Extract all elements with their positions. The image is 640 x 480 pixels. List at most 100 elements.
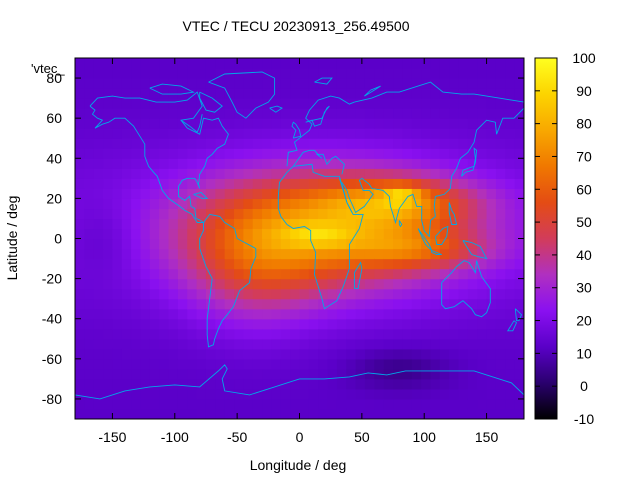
heatmap-cell <box>93 248 104 260</box>
heatmap-cell <box>196 218 207 230</box>
heatmap-cell <box>364 338 375 350</box>
heatmap-cell <box>140 348 151 360</box>
heatmap-cell <box>355 248 366 260</box>
heatmap-cell <box>75 358 85 370</box>
heatmap-cell <box>75 228 85 240</box>
heatmap-cell <box>252 318 263 330</box>
heatmap-cell <box>84 238 95 250</box>
heatmap-cell <box>458 128 469 139</box>
heatmap-cell <box>290 388 301 400</box>
heatmap-cell <box>495 98 506 109</box>
heatmap-cell <box>439 378 450 390</box>
heatmap-cell <box>355 338 366 350</box>
heatmap-cell <box>243 68 254 79</box>
heatmap-cell <box>112 58 123 69</box>
heatmap-cell <box>439 328 450 340</box>
heatmap-cell <box>355 158 366 169</box>
heatmap-cell <box>140 358 151 370</box>
heatmap-cell <box>346 288 357 300</box>
heatmap-cell <box>280 118 291 129</box>
coastline-greenland <box>208 71 276 119</box>
heatmap-cell <box>75 138 85 149</box>
heatmap-cell <box>234 328 244 340</box>
heatmap-cell <box>215 388 226 400</box>
heatmap-cell <box>439 158 450 169</box>
heatmap-cell <box>514 328 524 340</box>
heatmap-cell <box>168 98 179 109</box>
heatmap-cell <box>252 118 263 129</box>
heatmap-cell <box>346 358 357 370</box>
heatmap-cell <box>346 338 357 350</box>
heatmap-cell <box>262 288 273 300</box>
heatmap-cell <box>243 98 254 109</box>
heatmap-cell <box>205 178 216 189</box>
heatmap-cell <box>467 58 478 69</box>
heatmap-cell <box>449 128 460 139</box>
heatmap-cell <box>159 308 170 320</box>
heatmap-cell <box>430 108 441 119</box>
heatmap-cell <box>103 408 114 419</box>
heatmap-cell <box>495 308 506 320</box>
heatmap-cell <box>290 208 301 220</box>
heatmap-cell <box>159 68 170 79</box>
heatmap-cell <box>514 188 524 199</box>
heatmap-cell <box>149 78 160 89</box>
heatmap-cell <box>467 228 478 240</box>
heatmap-cell <box>93 158 104 169</box>
heatmap-cell <box>299 98 310 109</box>
heatmap-cell <box>393 248 403 260</box>
heatmap-cell <box>458 378 469 390</box>
heatmap-cell <box>149 68 160 79</box>
heatmap-cell <box>262 208 273 220</box>
heatmap-cell <box>346 158 357 169</box>
heatmap-cell <box>84 348 95 360</box>
heatmap-cell <box>299 268 310 280</box>
heatmap-cell <box>177 268 188 280</box>
heatmap-cell <box>187 188 198 199</box>
heatmap-cell <box>421 198 432 210</box>
heatmap-cell <box>393 298 403 310</box>
heatmap-cell <box>336 358 347 370</box>
heatmap-cell <box>280 328 291 340</box>
heatmap-cell <box>280 148 291 159</box>
heatmap-cell <box>196 378 207 390</box>
heatmap-cell <box>103 248 114 260</box>
heatmap-cell <box>262 78 273 89</box>
heatmap-cell <box>411 338 422 350</box>
heatmap-cell <box>159 218 170 230</box>
heatmap-cell <box>224 148 235 159</box>
heatmap-cell <box>383 98 394 109</box>
heatmap-cell <box>346 108 357 119</box>
heatmap-cell <box>168 288 179 300</box>
heatmap-cell <box>477 108 488 119</box>
heatmap-cell <box>514 78 524 89</box>
coastline-iceland <box>269 105 283 113</box>
heatmap-cell <box>393 88 403 99</box>
heatmap-cell <box>486 218 497 230</box>
heatmap-cell <box>168 218 179 230</box>
heatmap-cell <box>112 348 123 360</box>
heatmap-cell <box>505 298 516 310</box>
heatmap-cell <box>346 88 357 99</box>
heatmap-cell <box>75 398 85 410</box>
heatmap-cell <box>103 358 114 370</box>
heatmap-cell <box>383 58 394 69</box>
heatmap-cell <box>467 338 478 350</box>
heatmap-cell <box>215 118 226 129</box>
heatmap-cell <box>467 248 478 260</box>
heatmap-cell <box>364 288 375 300</box>
heatmap-cell <box>374 308 385 320</box>
heatmap-cell <box>215 298 226 310</box>
heatmap-cell <box>318 358 329 370</box>
heatmap-cell <box>290 268 301 280</box>
heatmap-cell <box>149 288 160 300</box>
heatmap-cell <box>477 98 488 109</box>
heatmap-cell <box>383 138 394 149</box>
heatmap-cell <box>149 218 160 230</box>
heatmap-cell <box>495 158 506 169</box>
heatmap-cell <box>159 278 170 290</box>
heatmap-cell <box>308 278 319 290</box>
heatmap-cell <box>243 138 254 149</box>
heatmap-cell <box>290 178 301 189</box>
heatmap-cell <box>121 398 132 410</box>
